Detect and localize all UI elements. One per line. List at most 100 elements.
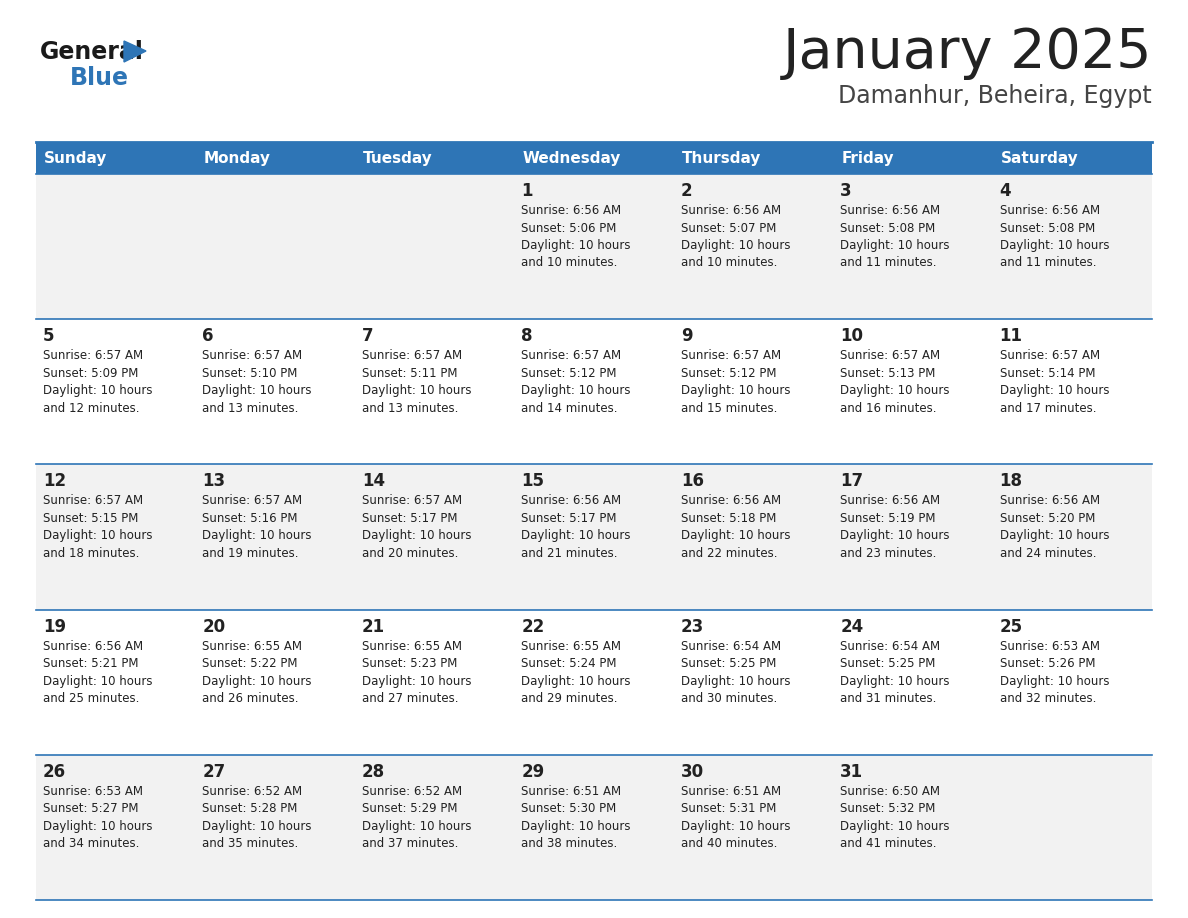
Text: 27: 27 xyxy=(202,763,226,781)
Text: 2: 2 xyxy=(681,182,693,200)
Text: Sunrise: 6:56 AM: Sunrise: 6:56 AM xyxy=(681,204,781,217)
Text: Tuesday: Tuesday xyxy=(362,151,432,165)
Text: Blue: Blue xyxy=(70,66,129,90)
Text: Daylight: 10 hours: Daylight: 10 hours xyxy=(681,385,790,397)
Text: 22: 22 xyxy=(522,618,544,635)
Bar xyxy=(833,174,992,319)
Text: 20: 20 xyxy=(202,618,226,635)
Text: Sunset: 5:17 PM: Sunset: 5:17 PM xyxy=(362,512,457,525)
Text: and 40 minutes.: and 40 minutes. xyxy=(681,837,777,850)
Text: and 24 minutes.: and 24 minutes. xyxy=(999,547,1097,560)
Text: Daylight: 10 hours: Daylight: 10 hours xyxy=(362,675,472,688)
Text: Sunrise: 6:53 AM: Sunrise: 6:53 AM xyxy=(43,785,143,798)
Text: Sunrise: 6:56 AM: Sunrise: 6:56 AM xyxy=(522,495,621,508)
Bar xyxy=(992,465,1152,610)
Text: 8: 8 xyxy=(522,327,532,345)
Text: Sunrise: 6:53 AM: Sunrise: 6:53 AM xyxy=(999,640,1100,653)
Text: Sunset: 5:31 PM: Sunset: 5:31 PM xyxy=(681,802,776,815)
Bar xyxy=(833,142,992,174)
Text: Sunrise: 6:57 AM: Sunrise: 6:57 AM xyxy=(202,495,303,508)
Text: Sunrise: 6:57 AM: Sunrise: 6:57 AM xyxy=(202,349,303,363)
Text: Daylight: 10 hours: Daylight: 10 hours xyxy=(840,530,949,543)
Text: and 25 minutes.: and 25 minutes. xyxy=(43,692,139,705)
Text: and 38 minutes.: and 38 minutes. xyxy=(522,837,618,850)
Text: January 2025: January 2025 xyxy=(783,26,1152,80)
Text: Sunset: 5:08 PM: Sunset: 5:08 PM xyxy=(840,221,935,234)
Text: Sunset: 5:16 PM: Sunset: 5:16 PM xyxy=(202,512,298,525)
Text: Daylight: 10 hours: Daylight: 10 hours xyxy=(999,530,1110,543)
Text: and 34 minutes.: and 34 minutes. xyxy=(43,837,139,850)
Text: Sunrise: 6:57 AM: Sunrise: 6:57 AM xyxy=(362,349,462,363)
Text: Daylight: 10 hours: Daylight: 10 hours xyxy=(43,675,152,688)
Text: Damanhur, Beheira, Egypt: Damanhur, Beheira, Egypt xyxy=(839,84,1152,108)
Text: Sunrise: 6:56 AM: Sunrise: 6:56 AM xyxy=(43,640,143,653)
Bar xyxy=(514,755,674,900)
Text: Sunrise: 6:56 AM: Sunrise: 6:56 AM xyxy=(840,495,940,508)
Polygon shape xyxy=(124,41,146,62)
Text: Daylight: 10 hours: Daylight: 10 hours xyxy=(681,820,790,833)
Bar xyxy=(674,465,833,610)
Text: 13: 13 xyxy=(202,473,226,490)
Text: Daylight: 10 hours: Daylight: 10 hours xyxy=(43,820,152,833)
Text: Sunset: 5:22 PM: Sunset: 5:22 PM xyxy=(202,657,298,670)
Text: Saturday: Saturday xyxy=(1000,151,1079,165)
Text: 7: 7 xyxy=(362,327,373,345)
Text: Sunrise: 6:54 AM: Sunrise: 6:54 AM xyxy=(681,640,781,653)
Text: Sunset: 5:21 PM: Sunset: 5:21 PM xyxy=(43,657,139,670)
Text: Monday: Monday xyxy=(203,151,271,165)
Text: Sunset: 5:25 PM: Sunset: 5:25 PM xyxy=(681,657,776,670)
Text: and 10 minutes.: and 10 minutes. xyxy=(522,256,618,270)
Bar xyxy=(36,319,196,465)
Text: 24: 24 xyxy=(840,618,864,635)
Text: Sunset: 5:29 PM: Sunset: 5:29 PM xyxy=(362,802,457,815)
Bar xyxy=(514,465,674,610)
Text: Sunrise: 6:55 AM: Sunrise: 6:55 AM xyxy=(362,640,462,653)
Text: Friday: Friday xyxy=(841,151,893,165)
Text: and 32 minutes.: and 32 minutes. xyxy=(999,692,1097,705)
Bar xyxy=(355,465,514,610)
Bar xyxy=(196,142,355,174)
Bar xyxy=(196,755,355,900)
Text: Sunset: 5:15 PM: Sunset: 5:15 PM xyxy=(43,512,138,525)
Bar xyxy=(674,610,833,755)
Text: and 12 minutes.: and 12 minutes. xyxy=(43,402,139,415)
Bar xyxy=(36,142,196,174)
Text: Sunset: 5:17 PM: Sunset: 5:17 PM xyxy=(522,512,617,525)
Text: Thursday: Thursday xyxy=(682,151,762,165)
Bar xyxy=(196,465,355,610)
Text: Sunset: 5:14 PM: Sunset: 5:14 PM xyxy=(999,366,1095,380)
Text: Sunrise: 6:56 AM: Sunrise: 6:56 AM xyxy=(681,495,781,508)
Bar xyxy=(196,319,355,465)
Text: Sunrise: 6:57 AM: Sunrise: 6:57 AM xyxy=(362,495,462,508)
Text: and 17 minutes.: and 17 minutes. xyxy=(999,402,1097,415)
Text: and 30 minutes.: and 30 minutes. xyxy=(681,692,777,705)
Text: Daylight: 10 hours: Daylight: 10 hours xyxy=(522,239,631,252)
Text: Sunset: 5:27 PM: Sunset: 5:27 PM xyxy=(43,802,139,815)
Bar xyxy=(992,755,1152,900)
Text: and 14 minutes.: and 14 minutes. xyxy=(522,402,618,415)
Text: Sunset: 5:09 PM: Sunset: 5:09 PM xyxy=(43,366,138,380)
Text: Sunrise: 6:55 AM: Sunrise: 6:55 AM xyxy=(202,640,303,653)
Text: 11: 11 xyxy=(999,327,1023,345)
Text: General: General xyxy=(40,40,144,64)
Text: Daylight: 10 hours: Daylight: 10 hours xyxy=(202,385,312,397)
Bar xyxy=(674,142,833,174)
Text: 26: 26 xyxy=(43,763,67,781)
Text: and 27 minutes.: and 27 minutes. xyxy=(362,692,459,705)
Text: Sunrise: 6:52 AM: Sunrise: 6:52 AM xyxy=(362,785,462,798)
Text: Daylight: 10 hours: Daylight: 10 hours xyxy=(362,530,472,543)
Text: Sunrise: 6:51 AM: Sunrise: 6:51 AM xyxy=(681,785,781,798)
Bar xyxy=(355,755,514,900)
Text: Sunset: 5:06 PM: Sunset: 5:06 PM xyxy=(522,221,617,234)
Text: Daylight: 10 hours: Daylight: 10 hours xyxy=(681,675,790,688)
Text: 1: 1 xyxy=(522,182,532,200)
Bar xyxy=(514,142,674,174)
Text: and 11 minutes.: and 11 minutes. xyxy=(840,256,936,270)
Bar xyxy=(36,755,196,900)
Text: Daylight: 10 hours: Daylight: 10 hours xyxy=(202,820,312,833)
Bar xyxy=(514,610,674,755)
Text: Sunrise: 6:56 AM: Sunrise: 6:56 AM xyxy=(522,204,621,217)
Text: Daylight: 10 hours: Daylight: 10 hours xyxy=(999,239,1110,252)
Bar xyxy=(674,755,833,900)
Text: Sunrise: 6:57 AM: Sunrise: 6:57 AM xyxy=(840,349,940,363)
